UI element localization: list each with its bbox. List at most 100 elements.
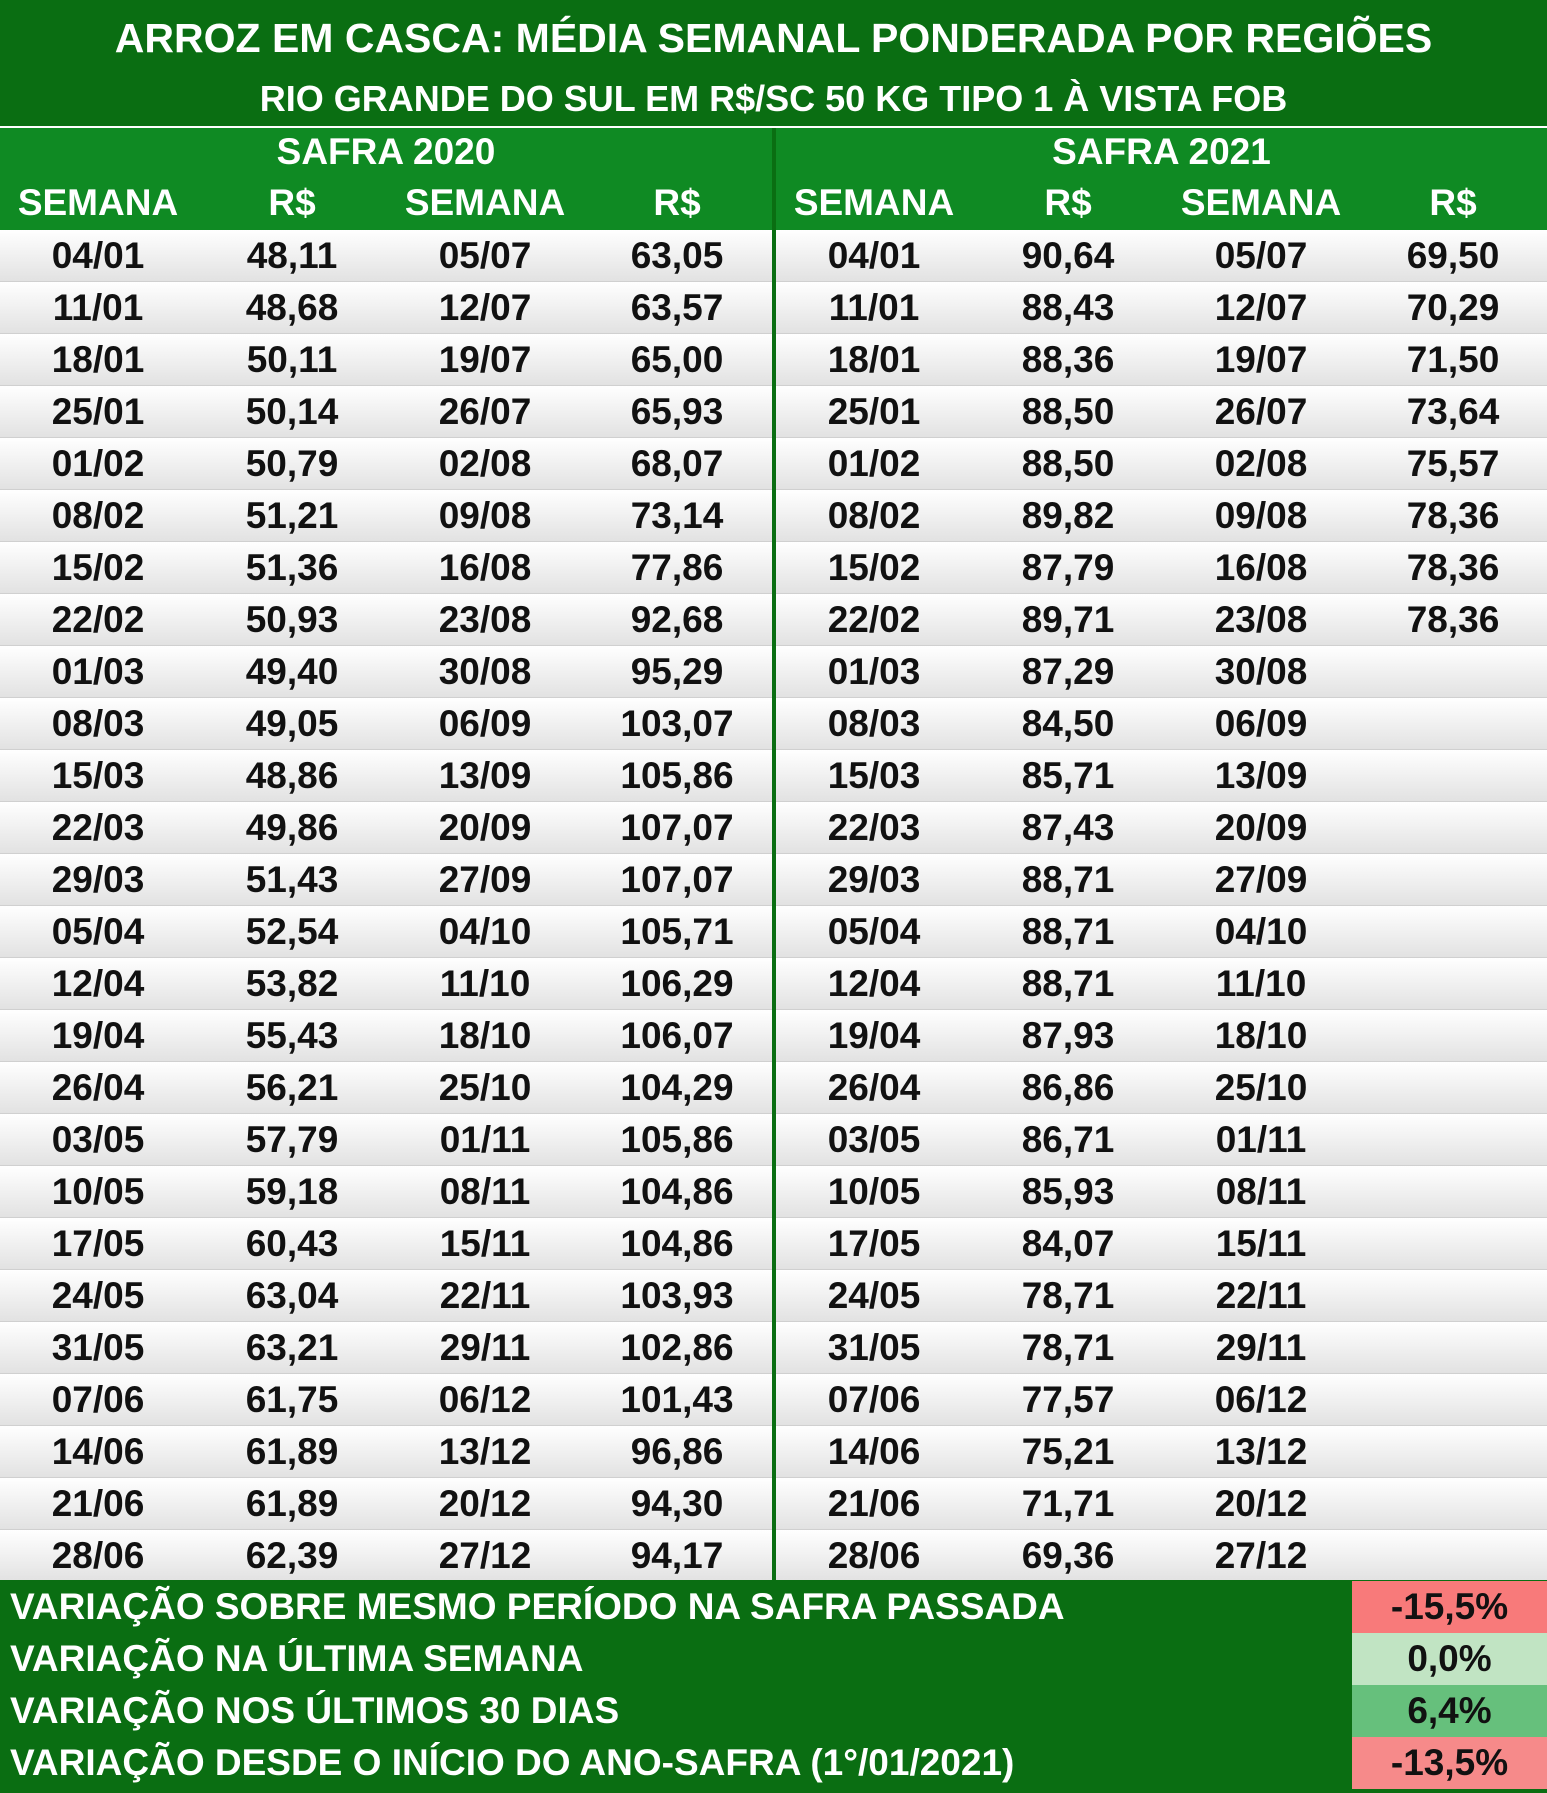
safra-2021-preco-cell: 89,71 (1021, 599, 1115, 640)
safra-2020-semana-cell: 19/04 (51, 1015, 145, 1056)
safra-2021-semana-cell: 11/10 (1215, 963, 1307, 1004)
safra-2021-semana-cell: 22/11 (1215, 1275, 1307, 1316)
safra-2021-semana-cell: 20/12 (1214, 1483, 1308, 1524)
safra-2020-semana-cell: 27/09 (438, 859, 532, 900)
safra-2020-semana-cell: 08/11 (439, 1171, 531, 1212)
table-row: 11/01 48,68 12/07 63,57 (0, 282, 772, 334)
safra-2020-semana-cell: 03/05 (51, 1119, 145, 1160)
table-row: 12/04 88,71 11/10 (776, 958, 1547, 1010)
safra-2021-preco-cell (1358, 1322, 1547, 1374)
safra-2020-semana-cell: 12/07 (438, 287, 532, 328)
table-row: 19/04 87,93 18/10 (776, 1010, 1547, 1062)
safra-2020-preco-cell: 63,57 (630, 287, 724, 328)
safra-2021-semana-cell: 30/08 (1214, 651, 1308, 692)
safra-2020-semana-cell: 04/10 (438, 911, 532, 952)
table-row: 21/06 61,89 20/12 94,30 (0, 1478, 772, 1530)
table-row: 26/04 86,86 25/10 (776, 1062, 1547, 1114)
safra-2020-semana-cell: 26/04 (51, 1067, 145, 1108)
safra-2020-semana-cell: 20/09 (438, 807, 532, 848)
safra-2021-semana-cell: 01/02 (827, 443, 921, 484)
summary-value: -15,5% (1352, 1581, 1547, 1633)
summary-row: VARIAÇÃO NA ÚLTIMA SEMANA 0,0% (0, 1633, 1547, 1685)
table-row: 28/06 62,39 27/12 94,17 (0, 1530, 772, 1582)
table-row: 24/05 78,71 22/11 (776, 1270, 1547, 1322)
summary-label: VARIAÇÃO NOS ÚLTIMOS 30 DIAS (10, 1690, 620, 1731)
safra-2020-preco-cell: 77,86 (630, 547, 724, 588)
safra-2021-semana-cell: 16/08 (1214, 547, 1308, 588)
table-row: 05/04 52,54 04/10 105,71 (0, 906, 772, 958)
safra-2021-preco-cell (1358, 1218, 1547, 1270)
table-row: 29/03 51,43 27/09 107,07 (0, 854, 772, 906)
safra-2020-preco-cell: 57,79 (245, 1119, 339, 1160)
safra-2021-semana-cell: 26/07 (1214, 391, 1308, 432)
safra-2021-semana-cell: 18/10 (1214, 1015, 1308, 1056)
safra-2021-semana-cell: 29/11 (1215, 1327, 1307, 1368)
safra-2020-preco-cell: 50,11 (246, 339, 338, 380)
summary-value: 6,4% (1352, 1685, 1547, 1737)
safra-2021-semana-cell: 22/03 (827, 807, 921, 848)
safra-2020-preco-cell: 51,43 (245, 859, 339, 900)
safra-2020-semana-cell: 22/02 (51, 599, 145, 640)
safra-2020-rows: 04/01 48,11 05/07 63,05 11/01 48,68 12/07 63,57… (0, 230, 772, 1582)
safra-2020-preco-cell: 73,14 (630, 495, 724, 536)
safra-2021-preco-cell (1358, 646, 1547, 698)
safra-2020-preco-cell: 92,68 (630, 599, 724, 640)
safra-2020-semana-cell: 05/04 (51, 911, 145, 952)
safra-2021-preco-cell (1358, 958, 1547, 1010)
safra-2021-semana-cell: 21/06 (827, 1483, 921, 1524)
safra-2021-semana-cell: 01/03 (827, 651, 921, 692)
safra-2020-preco-cell: 96,86 (630, 1431, 724, 1472)
safra-2020-semana-cell: 12/04 (51, 963, 145, 1004)
safra-2020-column-header: R$ (268, 182, 316, 223)
safra-2021-preco-cell: 70,29 (1406, 287, 1500, 328)
safra-2021-preco-cell: 86,86 (1021, 1067, 1115, 1108)
summary-label: VARIAÇÃO SOBRE MESMO PERÍODO NA SAFRA PA… (10, 1586, 1065, 1627)
safra-2020-preco-cell: 101,43 (620, 1379, 734, 1420)
safra-2020-preco-cell: 105,86 (620, 755, 734, 796)
safra-2020-semana-cell: 05/07 (438, 235, 532, 276)
summary-value: 0,0% (1352, 1633, 1547, 1685)
table-row: 21/06 71,71 20/12 (776, 1478, 1547, 1530)
safra-2021-rows: 04/01 90,64 05/07 69,50 11/01 88,43 12/07 70,29… (776, 230, 1547, 1582)
safra-2021-semana-cell: 02/08 (1214, 443, 1308, 484)
table-row: 14/06 61,89 13/12 96,86 (0, 1426, 772, 1478)
safra-2021-preco-cell: 89,82 (1021, 495, 1115, 536)
safra-2020-preco-cell: 60,43 (245, 1223, 339, 1264)
safra-2021-preco-cell: 87,93 (1021, 1015, 1115, 1056)
table-row: 10/05 85,93 08/11 (776, 1166, 1547, 1218)
table-row: 01/02 88,50 02/08 75,57 (776, 438, 1547, 490)
safra-2021-preco-cell: 71,71 (1021, 1483, 1115, 1524)
safra-2021-semana-cell: 31/05 (827, 1327, 921, 1368)
safra-2020-preco-cell: 63,21 (245, 1327, 339, 1368)
table-row: 08/03 84,50 06/09 (776, 698, 1547, 750)
safra-2020-semana-cell: 19/07 (438, 339, 532, 380)
safra-2021-preco-cell: 87,79 (1021, 547, 1115, 588)
summary-row: VARIAÇÃO SOBRE MESMO PERÍODO NA SAFRA PA… (0, 1581, 1547, 1633)
table-row: 31/05 63,21 29/11 102,86 (0, 1322, 772, 1374)
safra-2020-preco-cell: 103,07 (620, 703, 734, 744)
safra-2021-semana-cell: 04/10 (1214, 911, 1308, 952)
safra-2020-preco-cell: 103,93 (620, 1275, 734, 1316)
safra-2021-semana-cell: 05/07 (1214, 235, 1308, 276)
table-row: 15/03 48,86 13/09 105,86 (0, 750, 772, 802)
safra-2020-label: SAFRA 2020 (276, 131, 496, 172)
safra-2020-preco-cell: 50,93 (245, 599, 339, 640)
safra-2020-semana-cell: 22/03 (51, 807, 145, 848)
safra-2021-preco-cell: 88,43 (1021, 287, 1115, 328)
safra-2021-semana-cell: 24/05 (827, 1275, 921, 1316)
safra-2020-preco-cell: 61,89 (245, 1483, 339, 1524)
table-row: 08/02 51,21 09/08 73,14 (0, 490, 772, 542)
safra-2021-preco-cell (1358, 698, 1547, 750)
safra-2021-preco-cell (1358, 1270, 1547, 1322)
safra-2020-semana-cell: 13/09 (438, 755, 532, 796)
safra-2020-semana-cell: 06/12 (438, 1379, 532, 1420)
summary-row: VARIAÇÃO DESDE O INÍCIO DO ANO-SAFRA (1°… (0, 1737, 1547, 1789)
table-row: 01/03 49,40 30/08 95,29 (0, 646, 772, 698)
safra-2021-semana-cell: 01/11 (1215, 1119, 1307, 1160)
safra-2021-preco-cell: 71,50 (1406, 339, 1500, 380)
safra-2021-preco-cell (1358, 1478, 1547, 1530)
safra-2020-preco-cell: 51,36 (245, 547, 339, 588)
table-row: 03/05 86,71 01/11 (776, 1114, 1547, 1166)
safra-divider (772, 128, 776, 1580)
table-row: 11/01 88,43 12/07 70,29 (776, 282, 1547, 334)
